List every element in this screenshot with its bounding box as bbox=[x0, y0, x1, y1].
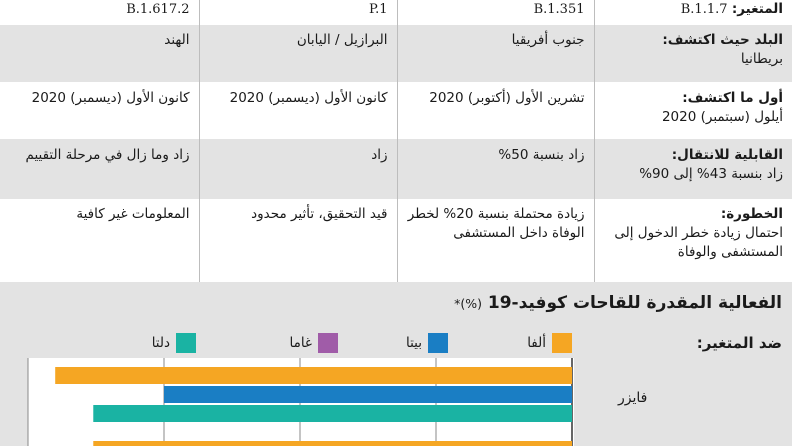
legend-swatch bbox=[318, 333, 338, 353]
legend-item-alpha: ألفا bbox=[527, 332, 572, 354]
cell-value: جنوب أفريقيا bbox=[511, 32, 585, 48]
table-cell: الخطورة: احتمال زيادة خطر الدخول إلى المس… bbox=[593, 199, 792, 282]
chart-title-text: الفعالية المقدرة للقاحات كوفيد-19 bbox=[487, 293, 782, 313]
cell-value: كانون الأول (ديسمبر) 2020 bbox=[31, 90, 190, 106]
row-label: أول ما اكتشف: bbox=[682, 90, 783, 106]
cell-value: قيد التحقيق، تأثير محدود bbox=[251, 206, 388, 222]
bar-delta bbox=[93, 405, 572, 422]
legend-label: ألفا bbox=[527, 335, 546, 351]
legend-item-beta: بيتا bbox=[406, 332, 448, 354]
legend-label: غاما bbox=[289, 335, 312, 351]
variant-name: P.1 bbox=[368, 2, 388, 17]
legend-swatch bbox=[176, 333, 196, 353]
bars bbox=[55, 367, 572, 446]
cell-value: زاد bbox=[371, 147, 388, 163]
table-row: البلد حيث اكتشف: بريطانيا جنوب أفريقيا ال… bbox=[0, 25, 792, 82]
cell-value: الهند bbox=[164, 32, 190, 48]
cell-value: المعلومات غير كافية bbox=[76, 206, 190, 222]
table-cell: زاد bbox=[198, 139, 397, 199]
table-row: الخطورة: احتمال زيادة خطر الدخول إلى المس… bbox=[0, 199, 792, 282]
variant-name: B.1.351 bbox=[533, 2, 585, 17]
table-cell: قيد التحقيق، تأثير محدود bbox=[198, 199, 397, 282]
category-label: فايزر bbox=[617, 390, 647, 406]
header-cell-1: المتغير: B.1.1.7 bbox=[593, 0, 792, 25]
cell-value: زاد بنسبة 43% إلى 90% bbox=[639, 166, 783, 182]
table-cell: القابلية للانتقال: زاد بنسبة 43% إلى 90% bbox=[593, 139, 792, 199]
header-cell-4: B.1.617.2 bbox=[0, 0, 199, 25]
cell-value: أيلول (سبتمبر) 2020 bbox=[661, 109, 783, 125]
legend-label: بيتا bbox=[405, 335, 422, 351]
row-label: القابلية للانتقال: bbox=[671, 147, 783, 163]
table-cell: كانون الأول (ديسمبر) 2020 bbox=[0, 82, 199, 139]
bar-beta bbox=[164, 386, 572, 403]
table-cell: تشرين الأول (أكتوبر) 2020 bbox=[396, 82, 594, 139]
table-cell: زاد وما زال في مرحلة التقييم bbox=[0, 139, 199, 199]
vaccine-efficacy-chart: الفعالية المقدرة للقاحات كوفيد-19 (%)* ض… bbox=[0, 282, 792, 446]
variant-name: B.1.1.7 bbox=[680, 2, 728, 17]
cell-value: تشرين الأول (أكتوبر) 2020 bbox=[429, 90, 585, 106]
cell-value: زاد بنسبة 50% bbox=[498, 147, 585, 163]
cell-value: بريطانيا bbox=[740, 51, 783, 67]
table-cell: الهند bbox=[0, 25, 199, 82]
header-cell-2: B.1.351 bbox=[396, 0, 594, 25]
cell-value: زاد وما زال في مرحلة التقييم bbox=[25, 147, 190, 163]
row-label: البلد حيث اكتشف: bbox=[662, 32, 783, 48]
table-cell: المعلومات غير كافية bbox=[0, 199, 199, 282]
bar-next-category-alpha bbox=[93, 441, 572, 446]
table-header-row: المتغير: B.1.1.7 B.1.351 P.1 B.1.617.2 bbox=[0, 0, 792, 25]
legend-swatch bbox=[428, 333, 448, 353]
legend-label: دلتا bbox=[151, 335, 170, 351]
cell-value: كانون الأول (ديسمبر) 2020 bbox=[229, 90, 388, 106]
cell-value: البرازيل / اليابان bbox=[296, 32, 388, 48]
table-cell: زاد بنسبة 50% bbox=[396, 139, 594, 199]
table-cell: البرازيل / اليابان bbox=[198, 25, 397, 82]
table-row: أول ما اكتشف: أيلول (سبتمبر) 2020 تشرين ا… bbox=[0, 82, 792, 139]
cell-value: احتمال زيادة خطر الدخول إلى المستشفى وال… bbox=[614, 225, 783, 260]
chart-title: الفعالية المقدرة للقاحات كوفيد-19 (%)* bbox=[454, 293, 782, 313]
cell-value: زيادة محتملة بنسبة 20% لخطر الوفاة داخل … bbox=[407, 206, 585, 241]
chart-plot: فايزر bbox=[27, 358, 647, 446]
variant-label: المتغير: bbox=[731, 1, 783, 17]
table-cell: كانون الأول (ديسمبر) 2020 bbox=[198, 82, 397, 139]
chart-unit: (%)* bbox=[454, 296, 482, 311]
against-variant-label: ضد المتغير: bbox=[696, 334, 782, 352]
variants-table: المتغير: B.1.1.7 B.1.351 P.1 B.1.617.2 ا… bbox=[0, 0, 792, 282]
legend-item-gamma: غاما bbox=[289, 332, 338, 354]
row-label: الخطورة: bbox=[720, 206, 783, 222]
table-cell: زيادة محتملة بنسبة 20% لخطر الوفاة داخل … bbox=[396, 199, 594, 282]
table-cell: جنوب أفريقيا bbox=[396, 25, 594, 82]
bar-alpha bbox=[55, 367, 572, 384]
table-cell: أول ما اكتشف: أيلول (سبتمبر) 2020 bbox=[593, 82, 792, 139]
legend-swatch bbox=[552, 333, 572, 353]
table-cell: البلد حيث اكتشف: بريطانيا bbox=[593, 25, 792, 82]
header-cell-3: P.1 bbox=[198, 0, 397, 25]
legend-item-delta: دلتا bbox=[152, 332, 196, 354]
variant-name: B.1.617.2 bbox=[126, 2, 190, 17]
table-row: القابلية للانتقال: زاد بنسبة 43% إلى 90% … bbox=[0, 139, 792, 199]
